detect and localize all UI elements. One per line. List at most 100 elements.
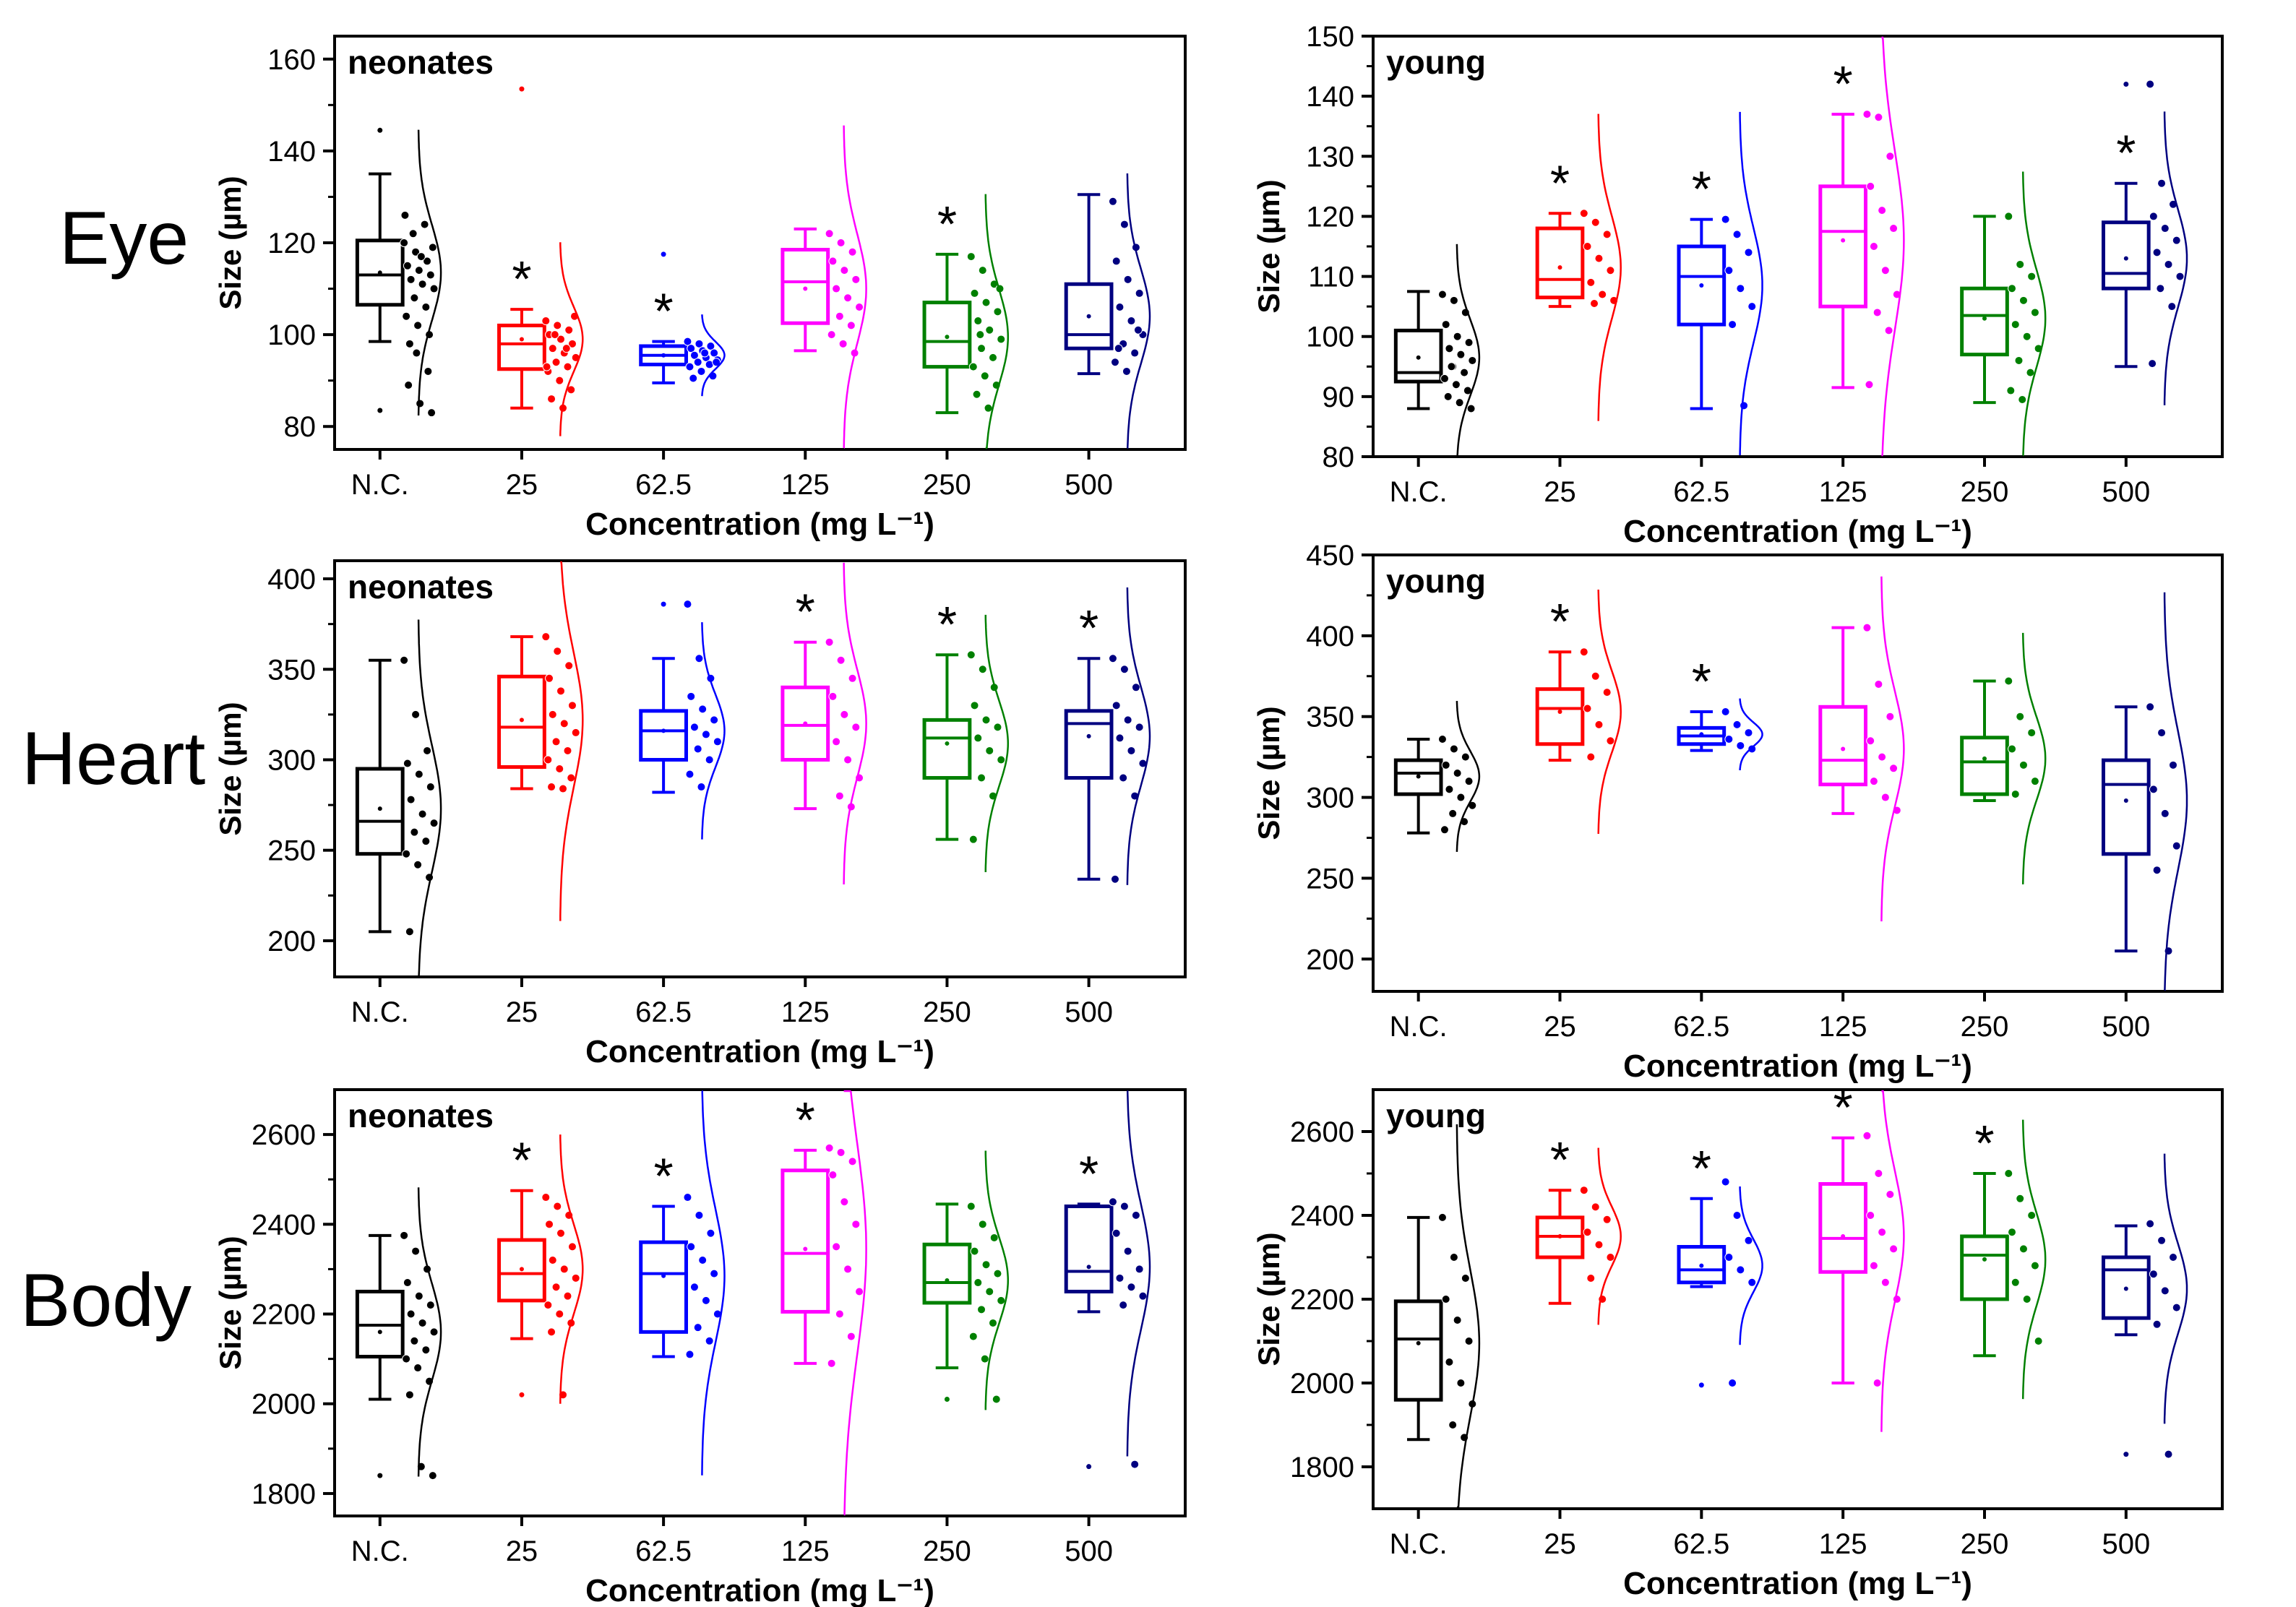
x-tick-label: 25	[1544, 476, 1576, 508]
box	[781, 685, 830, 762]
significance-star: *	[1692, 1140, 1711, 1197]
data-point	[1453, 332, 1462, 341]
y-tick-label: 140	[267, 136, 316, 168]
data-point	[1747, 1278, 1757, 1287]
mean-marker	[1982, 756, 1987, 761]
mean-marker	[1416, 355, 1421, 360]
data-point	[2014, 356, 2024, 365]
data-point	[966, 650, 976, 660]
data-point	[1878, 206, 1887, 215]
y-tick-label: 2600	[251, 1119, 316, 1151]
panel-eye-young: 80 90 100 110 120 130 140 150 Size (µm) young Conc…	[1252, 21, 2224, 549]
data-point	[402, 311, 411, 321]
x-tick-label: N.C.	[351, 1535, 409, 1567]
data-point	[687, 1242, 696, 1251]
data-point	[1721, 215, 1730, 224]
data-point	[1453, 1316, 1462, 1324]
data-point	[980, 371, 989, 381]
x-tick-label: 125	[1819, 1528, 1867, 1560]
y-tick-label: 400	[1306, 621, 1354, 652]
data-point	[402, 849, 411, 858]
series-125: *	[781, 1090, 867, 1516]
y-axis-label: Size (µm)	[1252, 706, 1286, 840]
data-point	[2146, 1219, 2155, 1228]
series-500	[1064, 173, 1151, 449]
panel-title: young	[1386, 562, 1486, 600]
data-point	[683, 337, 692, 346]
data-point	[567, 339, 577, 348]
data-point	[1445, 344, 1454, 353]
y-tick-label: 400	[267, 564, 316, 595]
significance-star: *	[1550, 155, 1570, 211]
data-point	[2160, 1286, 2170, 1296]
data-point	[405, 927, 414, 936]
distribution-curve	[984, 614, 1010, 872]
data-point	[968, 1332, 978, 1341]
panel-title: neonates	[348, 568, 494, 606]
data-point	[559, 1265, 569, 1274]
data-point	[410, 1336, 419, 1345]
data-point	[1874, 113, 1883, 122]
data-point	[1130, 1460, 1140, 1469]
panel-title: young	[1386, 43, 1486, 81]
y-tick-label: 300	[1306, 783, 1354, 814]
data-point	[977, 773, 986, 783]
data-point	[2149, 1270, 2158, 1279]
data-point	[1889, 764, 1899, 773]
outlier-point	[2123, 1452, 2129, 1457]
data-point	[1453, 769, 1462, 777]
data-point	[705, 755, 714, 764]
data-point	[835, 1309, 844, 1319]
data-point	[547, 395, 556, 404]
series-62.5	[639, 600, 726, 840]
data-point	[423, 257, 432, 266]
y-tick-label: 100	[1306, 322, 1354, 353]
data-point	[1724, 735, 1734, 744]
data-point	[1437, 1212, 1447, 1222]
data-point	[1448, 809, 1458, 818]
mean-marker	[1086, 733, 1091, 738]
data-point	[1889, 224, 1899, 233]
y-tick-label: 2400	[1290, 1200, 1354, 1232]
data-point	[551, 737, 561, 746]
data-point	[1110, 358, 1119, 367]
data-point	[1873, 1379, 1882, 1387]
y-axis-label: Size (µm)	[1252, 179, 1286, 313]
y-tick-label: 250	[1306, 863, 1354, 895]
data-point	[836, 238, 846, 247]
data-point	[1122, 366, 1131, 376]
significance-star: *	[1079, 1145, 1098, 1202]
data-point	[406, 795, 416, 804]
mean-marker	[519, 718, 524, 723]
outlier-point	[661, 601, 666, 607]
data-point	[406, 1309, 416, 1319]
data-point	[1441, 1295, 1450, 1304]
data-point	[976, 330, 985, 340]
data-point	[1732, 720, 1742, 729]
data-point	[1108, 654, 1117, 663]
data-point	[541, 316, 551, 326]
data-point	[706, 342, 715, 350]
data-point	[418, 280, 427, 289]
outlier-point	[519, 86, 525, 92]
y-tick-label: 1800	[1290, 1452, 1354, 1483]
data-point	[2169, 760, 2178, 770]
data-point	[836, 655, 846, 665]
data-point	[1115, 302, 1125, 311]
y-tick-label: 2600	[1290, 1116, 1354, 1148]
panel-title: young	[1386, 1097, 1486, 1134]
data-point	[1583, 704, 1592, 713]
panel-eye-neonates: 80 100 120 140 160 Size (µm) neonates Concentra…	[213, 35, 1187, 542]
distribution-curve	[1597, 113, 1622, 421]
x-tick-label: 125	[781, 1535, 830, 1567]
data-point	[1606, 1253, 1615, 1262]
data-point	[835, 791, 844, 801]
data-point	[997, 755, 1006, 764]
data-point	[2004, 1169, 2013, 1178]
panels-group: 80 100 120 140 160 Size (µm) neonates Concentra…	[213, 21, 2224, 1607]
data-point	[1747, 302, 1757, 311]
data-point	[2160, 224, 2170, 233]
box	[1535, 226, 1585, 300]
panel-body-neonates: 1800 2000 2200 2400 2600 Size (µm) neonates Con…	[213, 1088, 1187, 1607]
distribution-curve	[1126, 1090, 1151, 1457]
